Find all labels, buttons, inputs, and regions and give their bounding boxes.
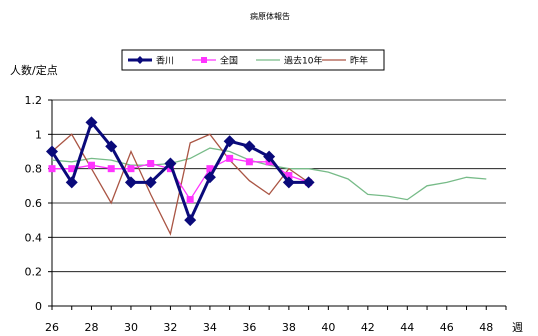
data-point — [144, 176, 157, 189]
x-tick-label: 34 — [203, 321, 217, 334]
x-tick-label: 26 — [45, 321, 59, 334]
data-point — [46, 145, 58, 158]
data-point — [48, 165, 56, 173]
data-point — [85, 116, 98, 129]
y-axis-label: 人数/定点 — [10, 63, 58, 77]
x-tick-label: 38 — [282, 321, 296, 334]
legend-box — [121, 49, 385, 71]
data-point — [184, 214, 197, 227]
data-point — [68, 165, 76, 173]
series-line-1 — [50, 119, 309, 225]
data-point — [87, 161, 95, 169]
legend-label: 昨年 — [350, 55, 368, 67]
data-point — [105, 140, 118, 153]
data-point — [285, 172, 293, 180]
data-point — [203, 171, 216, 184]
data-point — [186, 196, 194, 204]
data-point — [243, 140, 256, 153]
legend-marker — [136, 56, 144, 64]
legend-marker — [201, 57, 207, 63]
y-tick-label: 1.2 — [25, 94, 43, 107]
y-tick-label: 0 — [35, 300, 42, 313]
axes: 0 0.2 0.4 0.6 0.8 1 1.2 26 28 30 32 34 36 38 40 42 44 46 4… — [25, 94, 507, 334]
series-layer — [46, 116, 487, 236]
data-point — [164, 157, 177, 170]
data-point — [263, 150, 276, 163]
data-point — [223, 135, 236, 148]
data-point — [65, 176, 78, 189]
chart-title: 病原体報告 — [250, 11, 290, 21]
data-point — [124, 176, 137, 189]
y-tick-label: 0.2 — [25, 266, 43, 279]
data-point — [302, 176, 315, 189]
grid — [52, 99, 506, 273]
y-tick-label: 0.4 — [25, 231, 43, 244]
x-tick-label: 42 — [361, 321, 375, 334]
data-point — [282, 176, 295, 189]
data-point — [206, 165, 214, 173]
x-tick-label: 48 — [479, 321, 493, 334]
legend-label: 香川 — [156, 56, 174, 67]
x-tick-label: 44 — [400, 321, 414, 334]
data-point — [245, 158, 253, 166]
data-point — [147, 160, 155, 168]
x-tick-label: 30 — [124, 321, 138, 334]
y-tick-label: 0.6 — [25, 197, 43, 210]
x-tick-label: 36 — [242, 321, 256, 334]
legend: 香川 全国 過去10年 昨年 — [121, 49, 385, 71]
data-point — [127, 165, 135, 173]
legend-label: 過去10年 — [284, 55, 322, 67]
data-point — [226, 154, 234, 162]
x-tick-label: 32 — [163, 321, 177, 334]
legend-label: 全国 — [220, 55, 238, 67]
x-tick-label: 40 — [321, 321, 335, 334]
x-axis-label: 週 — [512, 321, 523, 334]
x-tick-label: 46 — [440, 321, 454, 334]
x-tick-label: 28 — [84, 321, 98, 334]
y-tick-label: 1 — [35, 128, 42, 141]
y-tick-label: 0.8 — [25, 163, 43, 176]
data-point — [107, 165, 115, 173]
